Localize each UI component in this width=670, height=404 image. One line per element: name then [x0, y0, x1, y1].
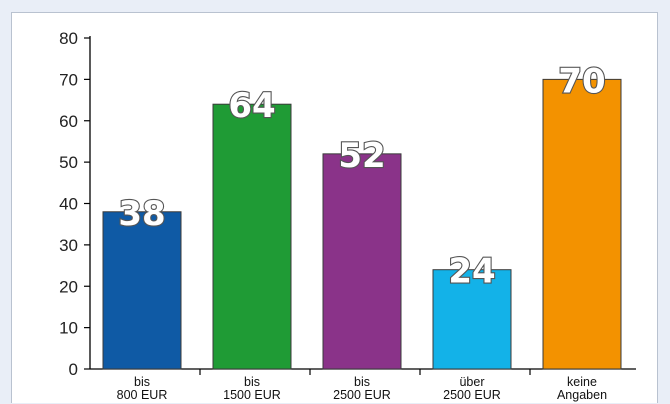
x-category-label-line: Angaben — [557, 388, 607, 402]
bar-value-label: 38 — [118, 194, 165, 234]
bar — [542, 78, 622, 370]
x-category-label-line: keine — [567, 375, 597, 389]
chart-panel: 0 10 20 30 40 50 60 70 80 38 bis 800 EUR 64 bis 1500 E… — [11, 12, 658, 403]
y-tick-label: 20 — [59, 277, 78, 296]
y-tick-label: 50 — [59, 153, 78, 172]
x-category-label-line: bis — [134, 375, 150, 389]
x-category-label: über 2500 EUR — [443, 375, 501, 402]
x-category-label-line: 2500 EUR — [333, 388, 391, 402]
y-tick-label: 70 — [59, 70, 78, 89]
bar — [212, 103, 292, 370]
bar — [102, 211, 182, 370]
bar — [322, 153, 402, 370]
y-tick-label: 60 — [59, 112, 78, 131]
x-category-label-line: 800 EUR — [117, 388, 168, 402]
y-tick-label: 80 — [59, 29, 78, 48]
y-tick-label: 40 — [59, 195, 78, 214]
x-category-label-line: 2500 EUR — [443, 388, 501, 402]
bar-value-label: 70 — [558, 61, 605, 101]
y-tick-label: 30 — [59, 236, 78, 255]
bar-value-label: 64 — [228, 86, 275, 126]
x-category-label-line: 1500 EUR — [223, 388, 281, 402]
y-tick-label: 0 — [69, 360, 78, 379]
x-category-label: bis 1500 EUR — [223, 375, 281, 402]
x-category-label-line: über — [459, 375, 484, 389]
x-category-label: keine Angaben — [557, 375, 607, 402]
bar — [432, 269, 512, 370]
bar-value-label: 52 — [338, 136, 385, 176]
x-category-label-line: bis — [354, 375, 370, 389]
x-category-label-line: bis — [244, 375, 260, 389]
x-category-label: bis 2500 EUR — [333, 375, 391, 402]
x-category-label: bis 800 EUR — [117, 375, 168, 402]
bar-value-label: 24 — [448, 252, 495, 292]
y-tick-label: 10 — [59, 319, 78, 338]
